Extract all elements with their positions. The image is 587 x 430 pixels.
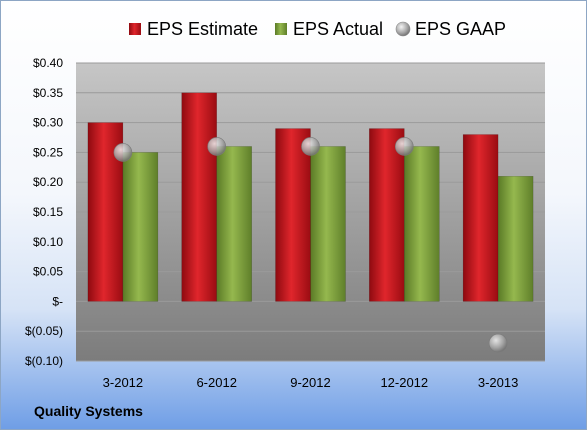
y-tick-label: $0.25	[33, 145, 63, 159]
point-eps-gaap	[113, 143, 133, 162]
bar-eps-estimate	[275, 128, 311, 302]
x-tick-label: 12-2012	[380, 375, 428, 390]
bar-eps-actual	[310, 146, 346, 302]
x-tick-label: 3-2013	[478, 375, 518, 390]
y-tick-label: $0.30	[33, 116, 63, 130]
x-tick-label: 3-2012	[103, 375, 143, 390]
y-tick-label: $0.05	[33, 265, 63, 279]
y-tick-label: $(0.10)	[25, 354, 63, 368]
bar-eps-actual	[404, 146, 440, 302]
y-tick-label: $(0.05)	[25, 324, 63, 338]
legend-label: EPS GAAP	[415, 19, 506, 39]
bar-eps-actual	[497, 175, 534, 302]
legend: EPS Estimate EPS Actual EPS GAAP	[129, 19, 506, 39]
y-tick-label: $0.15	[33, 205, 63, 219]
y-tick-label: $0.20	[33, 175, 63, 189]
bar-eps-estimate	[181, 92, 217, 302]
x-tick-label: 9-2012	[290, 375, 330, 390]
bar-eps-actual	[122, 152, 159, 302]
point-eps-gaap	[394, 137, 414, 156]
legend-swatch	[129, 23, 141, 35]
x-tick-label: 6-2012	[196, 375, 236, 390]
y-tick-label: $0.10	[33, 235, 63, 249]
bar-eps-estimate	[369, 128, 405, 302]
legend-swatch	[275, 23, 287, 35]
y-tick-label: $0.35	[33, 86, 63, 100]
bar-eps-estimate	[462, 134, 499, 302]
legend-label: EPS Estimate	[147, 19, 258, 39]
company-name: Quality Systems	[34, 403, 143, 419]
point-eps-gaap	[207, 137, 226, 156]
legend-label: EPS Actual	[293, 19, 383, 39]
bars	[87, 92, 534, 302]
bar-eps-actual	[216, 146, 252, 302]
y-axis: $0.40 $0.35 $0.30 $0.25 $0.20 $0.15 $0.10 $0.05…	[25, 56, 63, 368]
y-tick-label: $0.40	[33, 56, 63, 70]
legend-marker-gaap	[395, 21, 411, 37]
point-eps-gaap	[488, 333, 508, 353]
x-axis: 3-2012 6-2012 9-2012 12-2012 3-2013	[103, 375, 519, 390]
point-eps-gaap	[301, 137, 320, 156]
y-tick-label: $-	[52, 294, 63, 308]
gaap-points	[113, 137, 508, 353]
